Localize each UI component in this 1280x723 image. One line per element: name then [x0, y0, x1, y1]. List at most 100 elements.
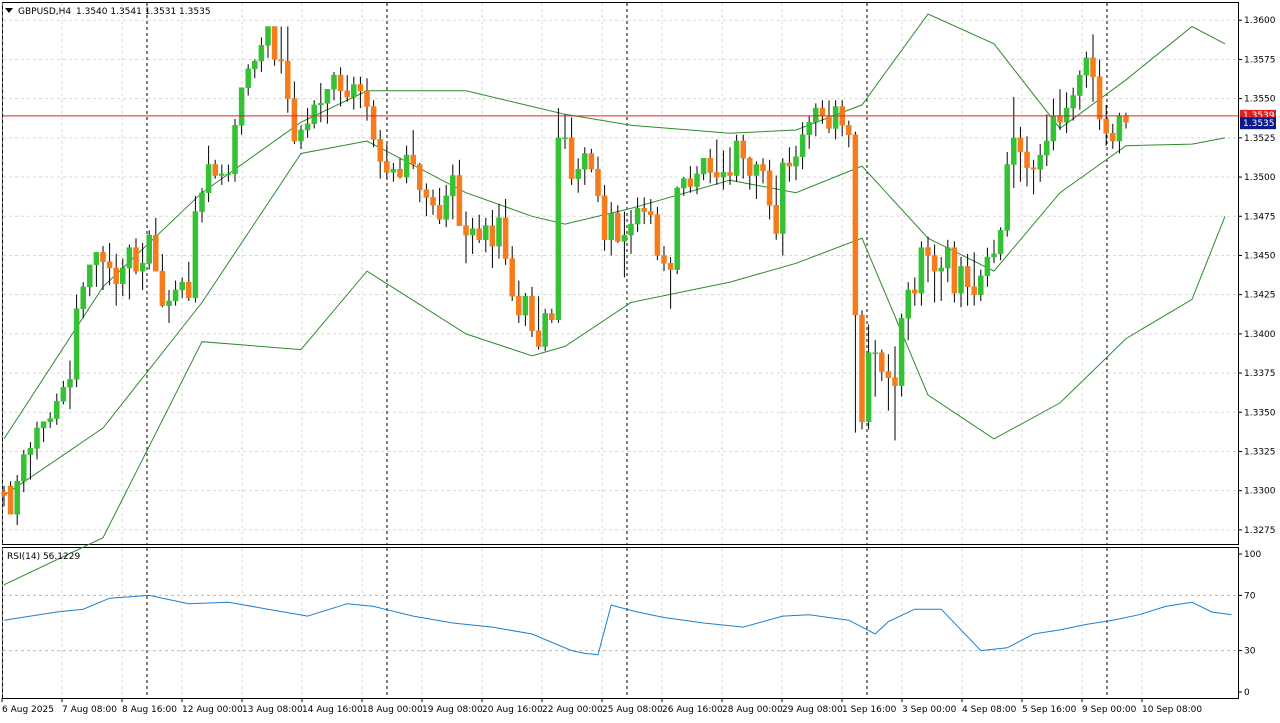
bear-candle — [1096, 76, 1103, 120]
bear-candle — [417, 164, 423, 190]
bear-candle — [786, 162, 793, 167]
bull-candle — [694, 173, 700, 187]
bear-candle — [951, 247, 958, 294]
bull-candle — [205, 164, 212, 193]
bull-candle — [608, 212, 614, 241]
bull-candle — [562, 137, 568, 140]
bull-candle — [1077, 74, 1083, 96]
bear-candle — [212, 164, 218, 176]
bear-candle — [502, 217, 509, 259]
bear-candle — [846, 125, 852, 135]
bull-candle — [252, 60, 258, 70]
bull-candle — [621, 234, 628, 242]
secondary-price-tag-label: 1.3539 — [1243, 111, 1275, 121]
rsi-chart-frame — [2, 547, 1239, 699]
bear-candle — [370, 106, 377, 140]
bull-candle — [47, 418, 53, 422]
bull-candle — [331, 74, 337, 90]
bull-candle — [628, 223, 634, 236]
bull-candle — [780, 162, 786, 234]
symbol-menu-icon[interactable] — [5, 8, 13, 13]
bull-candle — [799, 134, 806, 157]
bull-candle — [21, 454, 27, 482]
bear-candle — [1017, 137, 1024, 153]
bear-candle — [971, 286, 977, 295]
bull-candle — [67, 379, 73, 388]
time-tick-label: 1 Sep 16:00 — [842, 705, 897, 715]
bull-candle — [324, 88, 331, 104]
bull-candle — [87, 264, 93, 288]
current-price-tag — [1240, 117, 1276, 130]
bull-candle — [54, 401, 60, 419]
price-tick-label: 1.3425 — [1244, 291, 1276, 301]
price-tick-label: 1.3325 — [1244, 447, 1276, 457]
bull-candle — [793, 156, 799, 167]
time-axis: 6 Aug 2025 7 Aug 08:00 8 Aug 16:00 12 Aug 0… — [1, 698, 1202, 715]
bull-candle — [298, 129, 304, 142]
bull-candle — [311, 104, 317, 124]
bull-candle — [1044, 140, 1050, 156]
price-tick-label: 1.3350 — [1244, 408, 1276, 418]
bull-candle — [166, 300, 172, 306]
bear-candle — [1, 492, 7, 496]
bull-candle — [219, 173, 225, 176]
bear-candle — [153, 234, 159, 272]
time-tick-label: 25 Aug 08:00 — [602, 705, 663, 715]
bear-candle — [819, 107, 826, 117]
bull-candle — [958, 266, 964, 294]
bull-candle — [918, 247, 925, 294]
bear-candle — [423, 189, 430, 198]
bull-candle — [1063, 107, 1070, 123]
bear-candle — [186, 281, 192, 299]
bear-candle — [1123, 115, 1129, 123]
bear-candle — [667, 263, 674, 270]
bear-candle — [747, 157, 753, 176]
bull-candle — [720, 172, 727, 178]
bear-candle — [687, 178, 694, 187]
bull-candle — [14, 481, 20, 515]
bear-candle — [1103, 118, 1109, 134]
bear-candle — [826, 115, 832, 129]
rsi-tick-label: 100 — [1244, 550, 1261, 560]
bear-candle — [7, 485, 14, 515]
bear-candle — [615, 212, 621, 242]
bull-candle — [898, 317, 905, 386]
bull-candle — [1004, 164, 1010, 231]
time-tick-label: 20 Aug 16:00 — [482, 705, 543, 715]
bull-candle — [522, 295, 529, 316]
ohlc-values: 1.3540 1.3541 1.3531 1.3535 — [76, 7, 211, 17]
bear-candle — [271, 26, 278, 60]
bull-candle — [1037, 154, 1043, 170]
price-tick-label: 1.3600 — [1244, 16, 1276, 26]
bear-candle — [529, 295, 535, 331]
bull-candle — [674, 187, 680, 270]
bear-candle — [535, 330, 542, 347]
rsi-title: RSI(14) 56.1229 — [7, 552, 80, 562]
bull-candle — [318, 103, 324, 106]
bollinger-bands — [3, 13, 1226, 586]
time-tick-label: 22 Aug 00:00 — [542, 705, 603, 715]
bull-candle — [1011, 137, 1017, 165]
bull-candle — [232, 125, 238, 175]
bear-candle — [760, 164, 766, 172]
bear-candle — [159, 270, 166, 306]
bull-candle — [938, 267, 944, 272]
bear-candle — [430, 197, 436, 206]
bear-candle — [463, 225, 469, 236]
bull-candle — [93, 252, 100, 266]
bull-candle — [872, 352, 878, 354]
bear-candle — [588, 153, 595, 170]
bear-candle — [714, 172, 720, 178]
bear-candle — [964, 266, 971, 288]
bull-candle — [146, 234, 152, 264]
bull-candle — [1083, 57, 1090, 76]
bull-candle — [582, 153, 588, 170]
bull-candle — [865, 352, 872, 422]
bull-candle — [258, 45, 265, 62]
candles-layer — [1, 26, 1129, 526]
bull-candle — [753, 164, 760, 176]
bull-candle — [73, 308, 80, 380]
bull-candle — [27, 448, 34, 455]
